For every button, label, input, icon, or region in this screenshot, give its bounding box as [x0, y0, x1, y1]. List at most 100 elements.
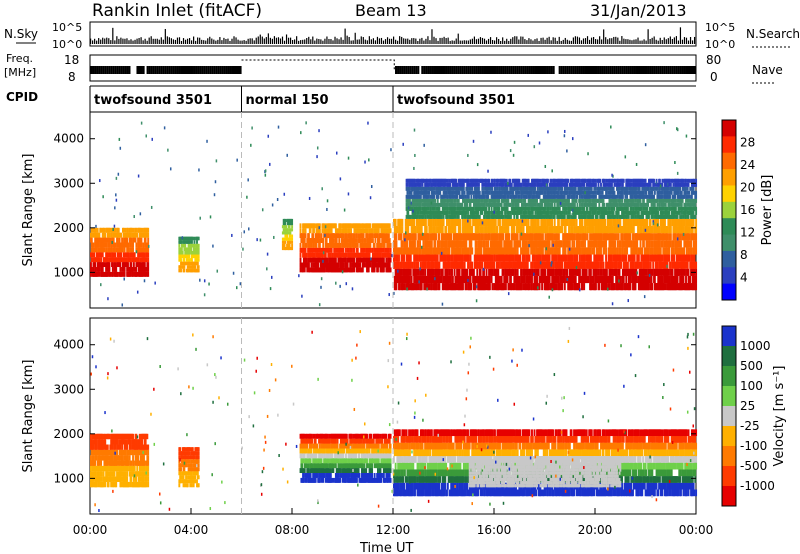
nsky-bar — [354, 32, 356, 44]
range-gate-cell — [442, 233, 445, 241]
range-gate-cell — [408, 275, 411, 284]
range-gate-cell — [184, 240, 187, 244]
freq-bar — [645, 66, 648, 74]
freq-bar — [154, 66, 157, 74]
freq-bar — [455, 66, 458, 74]
range-gate-cell — [417, 268, 420, 276]
range-gate-cell — [409, 261, 412, 269]
range-gate-cell — [658, 240, 661, 248]
range-gate-cell — [196, 240, 198, 244]
range-gate-cell — [568, 240, 571, 248]
nsky-bar — [518, 39, 520, 44]
range-gate-cell — [617, 233, 620, 241]
range-gate-cell — [533, 247, 536, 255]
range-gate-cell — [350, 233, 353, 239]
range-gate-cell — [368, 252, 371, 258]
range-gate-cell — [508, 233, 511, 241]
range-gate-cell — [419, 254, 421, 262]
range-gate-cell — [553, 283, 556, 291]
range-gate-cell — [307, 262, 310, 268]
range-gate-cell — [105, 267, 108, 272]
range-gate-cell — [98, 271, 101, 277]
nsky-bar — [395, 39, 397, 44]
freq-bar — [449, 66, 452, 74]
range-gate-cell — [356, 247, 359, 253]
freq-bar — [164, 66, 167, 74]
range-gate-cell — [608, 283, 611, 291]
range-gate-cell — [429, 254, 432, 262]
range-gate-cell — [556, 247, 559, 255]
nsky-bar — [172, 39, 175, 44]
nsky-bar — [693, 36, 696, 44]
freq-bar — [586, 66, 590, 74]
range-gate-cell — [345, 247, 347, 253]
nsky-bar — [502, 37, 504, 44]
range-gate-cell — [322, 242, 325, 248]
nsky-bar — [330, 39, 332, 44]
range-gate-cell — [599, 254, 602, 262]
range-gate-cell — [625, 226, 628, 234]
nsky-bar — [277, 37, 280, 44]
freq-bar — [421, 66, 424, 74]
range-gate-cell — [646, 218, 649, 227]
nsky-bar — [532, 40, 534, 44]
range-gate-cell — [335, 228, 338, 234]
range-gate-cell — [483, 240, 486, 248]
range-gate-cell — [432, 268, 435, 276]
range-gate-cell — [92, 242, 95, 248]
nsky-bar — [435, 38, 437, 44]
freq-bar — [178, 66, 181, 74]
range-gate-cell — [135, 227, 138, 233]
freq-bar — [496, 66, 499, 74]
nsky-bar — [433, 36, 435, 44]
range-gate-cell — [430, 218, 433, 227]
range-gate-cell — [408, 198, 411, 203]
nsky-bar — [98, 38, 100, 44]
range-gate-cell — [103, 247, 106, 253]
range-gate-cell — [410, 190, 413, 195]
freq-bar — [477, 66, 480, 74]
freq-bar — [570, 66, 573, 74]
range-gate-cell — [669, 268, 671, 276]
range-gate-cell — [494, 218, 497, 227]
range-gate-cell — [382, 247, 385, 253]
range-gate-cell — [680, 240, 682, 248]
range-gate-cell — [285, 246, 288, 251]
range-gate-cell — [355, 242, 358, 248]
range-gate-cell — [425, 226, 428, 234]
freq-bar — [425, 66, 428, 74]
range-gate-cell — [509, 268, 512, 276]
range-gate-cell — [476, 233, 479, 241]
freq-bar — [233, 66, 236, 74]
range-gate-cell — [465, 283, 468, 291]
nsky-bar — [388, 38, 391, 44]
range-gate-cell — [601, 218, 604, 227]
range-gate-cell — [529, 268, 532, 276]
nsky-bar — [376, 36, 379, 44]
range-gate-cell — [94, 262, 97, 268]
range-gate-cell — [309, 257, 312, 263]
nsky-bar — [257, 36, 259, 44]
range-gate-cell — [409, 254, 412, 262]
range-gate-cell — [147, 271, 150, 277]
range-gate-cell — [686, 261, 689, 269]
range-gate-cell — [504, 283, 507, 291]
range-gate-cell — [105, 237, 108, 243]
range-gate-cell — [531, 261, 534, 269]
range-gate-cell — [180, 236, 182, 241]
range-gate-cell — [611, 268, 614, 276]
range-gate-cell — [621, 233, 624, 241]
range-gate-cell — [389, 252, 392, 258]
range-gate-cell — [631, 226, 634, 234]
nsky-bar — [166, 36, 168, 44]
freq-bar — [471, 66, 474, 74]
range-gate-cell — [629, 275, 632, 284]
range-gate-cell — [194, 265, 197, 269]
range-gate-cell — [541, 261, 544, 269]
freq-bar — [138, 66, 141, 74]
range-gate-cell — [426, 283, 429, 291]
range-gate-cell — [467, 254, 470, 262]
range-gate-cell — [496, 233, 499, 241]
nsky-panel-frame — [89, 21, 697, 47]
nsky-bar — [390, 38, 393, 44]
